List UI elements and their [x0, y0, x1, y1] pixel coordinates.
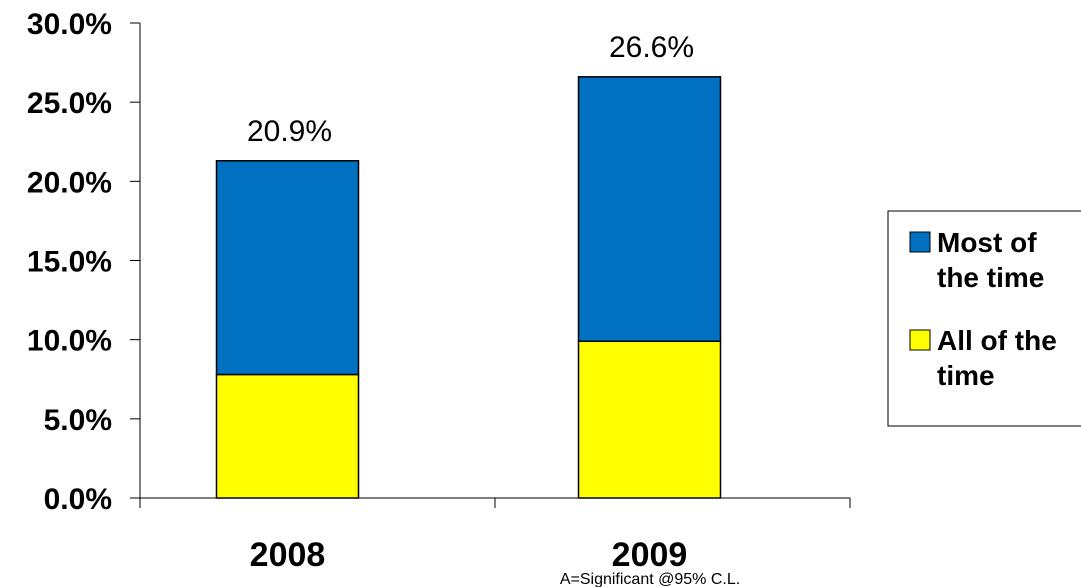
- bars: [215, 76, 722, 499]
- y-tick-label: 10.0%: [27, 325, 112, 358]
- legend-label-line1: All of the: [937, 325, 1057, 356]
- bar-segment-all-of-the-time: [577, 340, 722, 499]
- y-tick-label: 15.0%: [27, 246, 112, 279]
- labels: 20.9% 2008 26.6% 2009: [247, 31, 694, 574]
- legend-label-line2: time: [937, 360, 995, 391]
- total-data-label: 26.6%: [609, 31, 694, 64]
- significance-note: A=Significant @95% C.L.: [560, 571, 740, 587]
- x-category-label: 2008: [250, 536, 326, 574]
- y-tick-label: 0.0%: [44, 483, 112, 516]
- y-tick-label: 25.0%: [27, 87, 112, 120]
- legend-label-line2: the time: [937, 262, 1044, 293]
- legend-swatch: [909, 231, 931, 253]
- y-tick-label: 20.0%: [27, 166, 112, 199]
- bar-segment-most-of-the-time: [215, 160, 360, 376]
- legend-box: [887, 210, 1081, 427]
- bar-segment-most-of-the-time: [577, 76, 722, 342]
- total-data-label: 20.9%: [247, 115, 332, 148]
- y-tick-label: 30.0%: [27, 8, 112, 41]
- legend: Most of the time All of the time: [887, 210, 1081, 427]
- legend-swatch: [909, 329, 931, 351]
- x-category-label: 2009: [612, 536, 688, 574]
- axes: 0.0% 5.0% 10.0% 15.0% 20.0% 25.0% 30.0%: [27, 8, 851, 516]
- y-tick-label: 5.0%: [44, 404, 112, 437]
- bar-segment-all-of-the-time: [215, 373, 360, 499]
- legend-label-line1: Most of: [937, 227, 1037, 258]
